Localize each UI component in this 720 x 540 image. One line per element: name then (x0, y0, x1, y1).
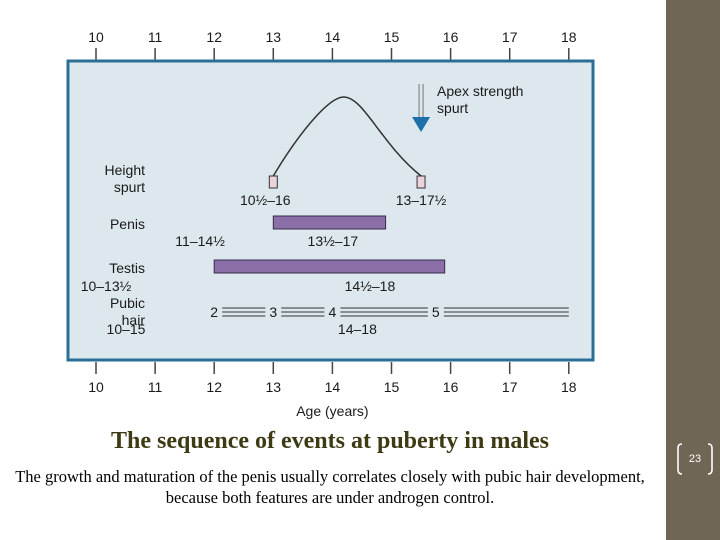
testis-end-range: 14½–18 (345, 278, 396, 294)
sidebar-bar (666, 0, 720, 540)
bottom-tick-label: 18 (561, 379, 577, 395)
penis-onset-range: 11–14½ (175, 233, 225, 249)
height-spurt-curve (272, 96, 422, 177)
page-number-badge: 23 (675, 441, 715, 477)
pubic-hair-stage-3: 3 (269, 304, 277, 320)
top-tick-label: 10 (88, 29, 104, 45)
figure-card: 10 11 12 13 14 15 16 17 18 10 11 12 13 14 15 16 17 18 Age … (58, 24, 606, 426)
bottom-tick-label: 14 (325, 379, 341, 395)
pubic-hair-stage-4: 4 (329, 304, 337, 320)
row-label-height-spurt: Height spurt (105, 162, 146, 195)
pubic-hair-end-range: 14–18 (338, 321, 377, 337)
testis-bar (213, 259, 446, 274)
puberty-timeline-chart: 10 11 12 13 14 15 16 17 18 10 11 12 13 14 15 16 17 18 Age … (66, 29, 595, 419)
pubic-hair-stage-2: 2 (210, 304, 218, 320)
bracket-icon (677, 443, 713, 475)
row-label-testis: Testis (109, 260, 145, 276)
page-number: 23 (688, 453, 702, 465)
bottom-tick-label: 17 (502, 379, 518, 395)
x-axis-label: Age (years) (296, 403, 368, 419)
top-tick-label: 18 (561, 29, 577, 45)
top-tick-label: 16 (443, 29, 459, 45)
bottom-tick-label: 15 (384, 379, 400, 395)
height-spurt-onset-range: 10½–16 (240, 192, 291, 208)
top-tick-label: 12 (206, 29, 222, 45)
apex-arrow-head (412, 117, 431, 132)
row-label-penis: Penis (110, 216, 145, 232)
pubic-hair-onset-range: 10–15 (107, 321, 146, 337)
apex-strength-annotation: Apex strength spurt (437, 83, 523, 116)
testis-onset-range: 10–13½ (81, 278, 132, 294)
penis-bar (272, 215, 387, 230)
top-tick-label: 11 (148, 29, 163, 45)
height-spurt-onset-marker (268, 175, 278, 189)
bottom-tick-label: 16 (443, 379, 459, 395)
penis-end-range: 13½–17 (308, 233, 359, 249)
bottom-tick-label: 10 (88, 379, 104, 395)
top-tick-label: 13 (266, 29, 282, 45)
height-spurt-end-range: 13–17½ (396, 192, 447, 208)
chart-panel (66, 59, 595, 362)
slide-body-text: The growth and maturation of the penis u… (15, 467, 645, 507)
pubic-hair-stage-5: 5 (432, 304, 440, 320)
top-tick-label: 17 (502, 29, 518, 45)
top-tick-label: 15 (384, 29, 400, 45)
top-tick-label: 14 (325, 29, 341, 45)
bottom-tick-label: 12 (206, 379, 222, 395)
bottom-tick-label: 13 (266, 379, 282, 395)
bottom-tick-label: 11 (148, 379, 163, 395)
row-label-pubic-hair: Pubic hair (110, 295, 145, 328)
height-spurt-end-marker (416, 175, 426, 189)
slide-title: The sequence of events at puberty in mal… (111, 428, 549, 454)
